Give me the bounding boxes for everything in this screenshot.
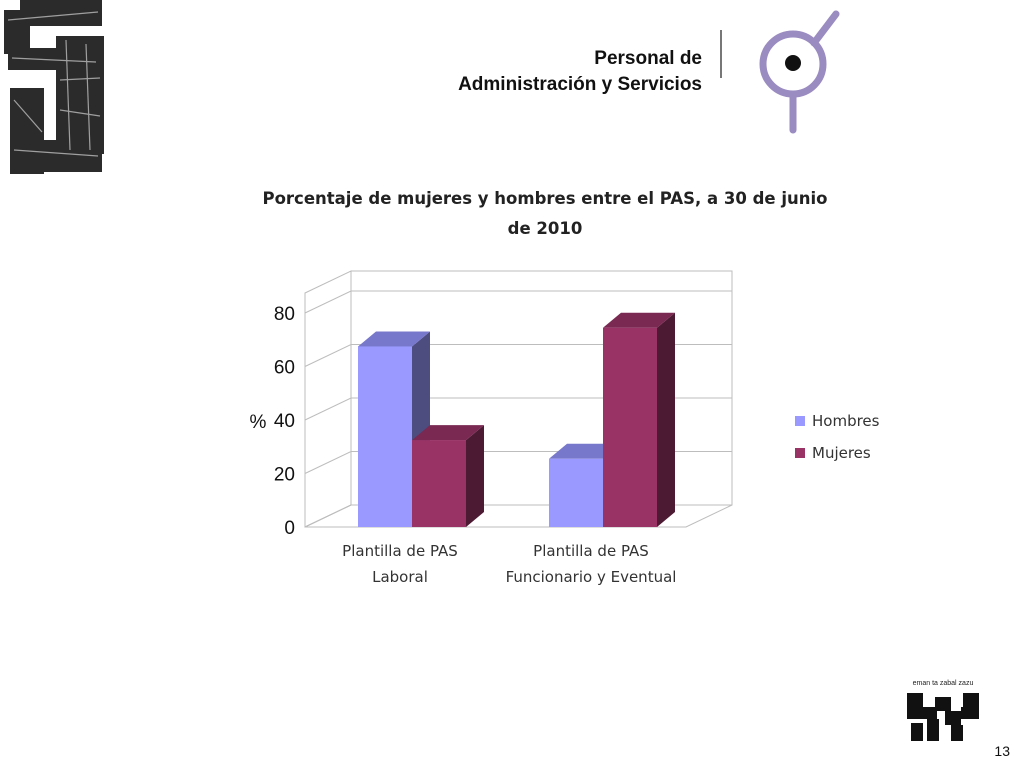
bar-front — [549, 458, 603, 527]
chart-legend: Hombres Mujeres — [795, 405, 879, 469]
y-tick-label: 80 — [274, 304, 295, 325]
bar-side — [657, 312, 675, 527]
legend-item-mujeres: Mujeres — [795, 437, 879, 469]
brand-symbol-icon — [759, 10, 840, 134]
gridline — [304, 290, 732, 314]
x-tick-label: Laboral — [372, 568, 428, 586]
y-tick-label: 60 — [274, 358, 295, 379]
university-logo: eman ta zabal zazu — [905, 680, 981, 750]
bar-top — [358, 331, 430, 347]
bar-mujeres-2 — [603, 312, 675, 527]
bar-mujeres-1 — [412, 425, 484, 527]
chart-title-line1: Porcentaje de mujeres y hombres entre el… — [262, 189, 828, 208]
x-tick-label: Plantilla de PAS — [342, 542, 458, 560]
x-tick-label: Plantilla de PAS — [533, 542, 649, 560]
bar-side — [466, 425, 484, 527]
section-title-line2: Administración y Servicios — [458, 74, 702, 95]
legend-swatch-hombres — [795, 416, 805, 426]
legend-label-mujeres: Mujeres — [812, 444, 871, 462]
legend-label-hombres: Hombres — [812, 412, 880, 430]
legend-swatch-mujeres — [795, 448, 805, 458]
header-divider — [720, 30, 722, 78]
y-tick-label: 40 — [274, 411, 295, 432]
chart-title-line2: de 2010 — [507, 219, 583, 238]
brand-number-five — [4, 0, 104, 174]
bar-top — [412, 425, 484, 441]
y-tick-label: 0 — [284, 518, 295, 539]
bar-front — [603, 327, 657, 527]
page-number: 13 — [994, 743, 1010, 759]
bar-top — [603, 312, 675, 328]
chart-title: Porcentaje de mujeres y hombres entre el… — [250, 184, 840, 244]
chart-bars — [358, 312, 675, 527]
section-title: Personal de Administración y Servicios — [458, 46, 702, 98]
university-logo-icon — [907, 693, 979, 741]
y-tick-label: 20 — [274, 465, 295, 486]
y-axis-label: % — [250, 412, 267, 433]
bar-front — [412, 440, 466, 527]
x-tick-label: Funcionario y Eventual — [506, 568, 677, 586]
y-axis-ticks: 0 20 40 60 80 — [274, 304, 295, 539]
x-axis-labels: Plantilla de PAS Laboral Plantilla de PAS F… — [342, 542, 676, 586]
logo-motto: eman ta zabal zazu — [912, 680, 974, 687]
legend-item-hombres: Hombres — [795, 405, 879, 437]
bar-front — [358, 346, 412, 527]
section-title-line1: Personal de — [594, 48, 702, 69]
